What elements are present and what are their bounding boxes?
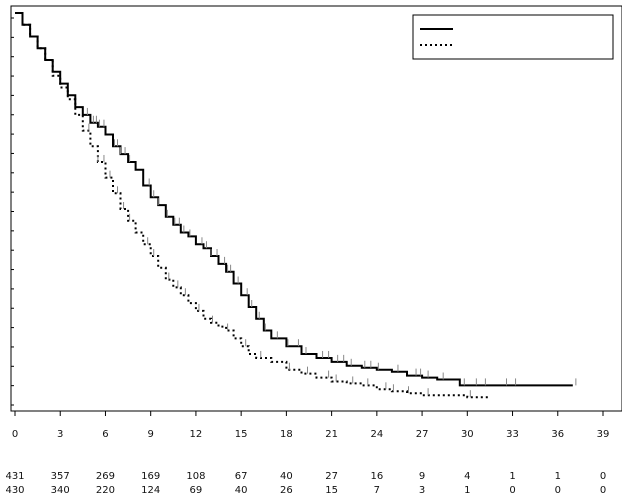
plot-frame	[10, 5, 622, 412]
y-axis-ticks	[11, 17, 14, 406]
at-risk-value: 3	[419, 485, 425, 496]
at-risk-value: 431	[5, 471, 24, 482]
series-line-2	[15, 12, 490, 399]
at-risk-value: 67	[235, 471, 248, 482]
at-risk-value: 108	[186, 471, 205, 482]
at-risk-value: 9	[419, 471, 425, 482]
x-tick-label: 3	[57, 429, 63, 440]
at-risk-value: 4	[464, 471, 470, 482]
x-tick-label: 6	[102, 429, 108, 440]
x-tick-label: 15	[235, 429, 248, 440]
at-risk-value: 16	[370, 471, 383, 482]
legend-box	[412, 14, 614, 60]
x-tick-label: 30	[461, 429, 474, 440]
at-risk-value: 40	[235, 485, 248, 496]
at-risk-value: 27	[325, 471, 338, 482]
x-tick-label: 24	[370, 429, 383, 440]
series-layer	[15, 12, 577, 399]
series-line-1	[15, 12, 573, 387]
x-tick-label: 33	[506, 429, 519, 440]
at-risk-value: 124	[141, 485, 160, 496]
x-axis-ticks: 0 3 6 9 12 15 18 21 24 27 30 33 36 39	[12, 411, 610, 440]
at-risk-value: 0	[555, 485, 561, 496]
at-risk-value: 69	[190, 485, 203, 496]
at-risk-value: 169	[141, 471, 160, 482]
at-risk-value: 1	[555, 471, 561, 482]
at-risk-value: 1	[464, 485, 470, 496]
at-risk-value: 357	[51, 471, 70, 482]
at-risk-value: 15	[325, 485, 338, 496]
at-risk-value: 26	[280, 485, 293, 496]
x-tick-label: 18	[280, 429, 293, 440]
x-tick-label: 21	[325, 429, 338, 440]
at-risk-value: 1	[509, 471, 515, 482]
at-risk-value: 220	[96, 485, 115, 496]
x-tick-label: 9	[148, 429, 154, 440]
at-risk-value: 0	[509, 485, 515, 496]
x-tick-label: 36	[551, 429, 564, 440]
at-risk-value: 40	[280, 471, 293, 482]
at-risk-value: 269	[96, 471, 115, 482]
at-risk-value: 0	[600, 485, 606, 496]
at-risk-value: 0	[600, 471, 606, 482]
at-risk-value: 7	[374, 485, 380, 496]
at-risk-value: 340	[51, 485, 70, 496]
x-tick-label: 0	[12, 429, 18, 440]
x-tick-label: 27	[416, 429, 429, 440]
legend	[412, 14, 614, 60]
x-tick-label: 12	[190, 429, 203, 440]
at-risk-value: 430	[5, 485, 24, 496]
x-tick-label: 39	[597, 429, 610, 440]
